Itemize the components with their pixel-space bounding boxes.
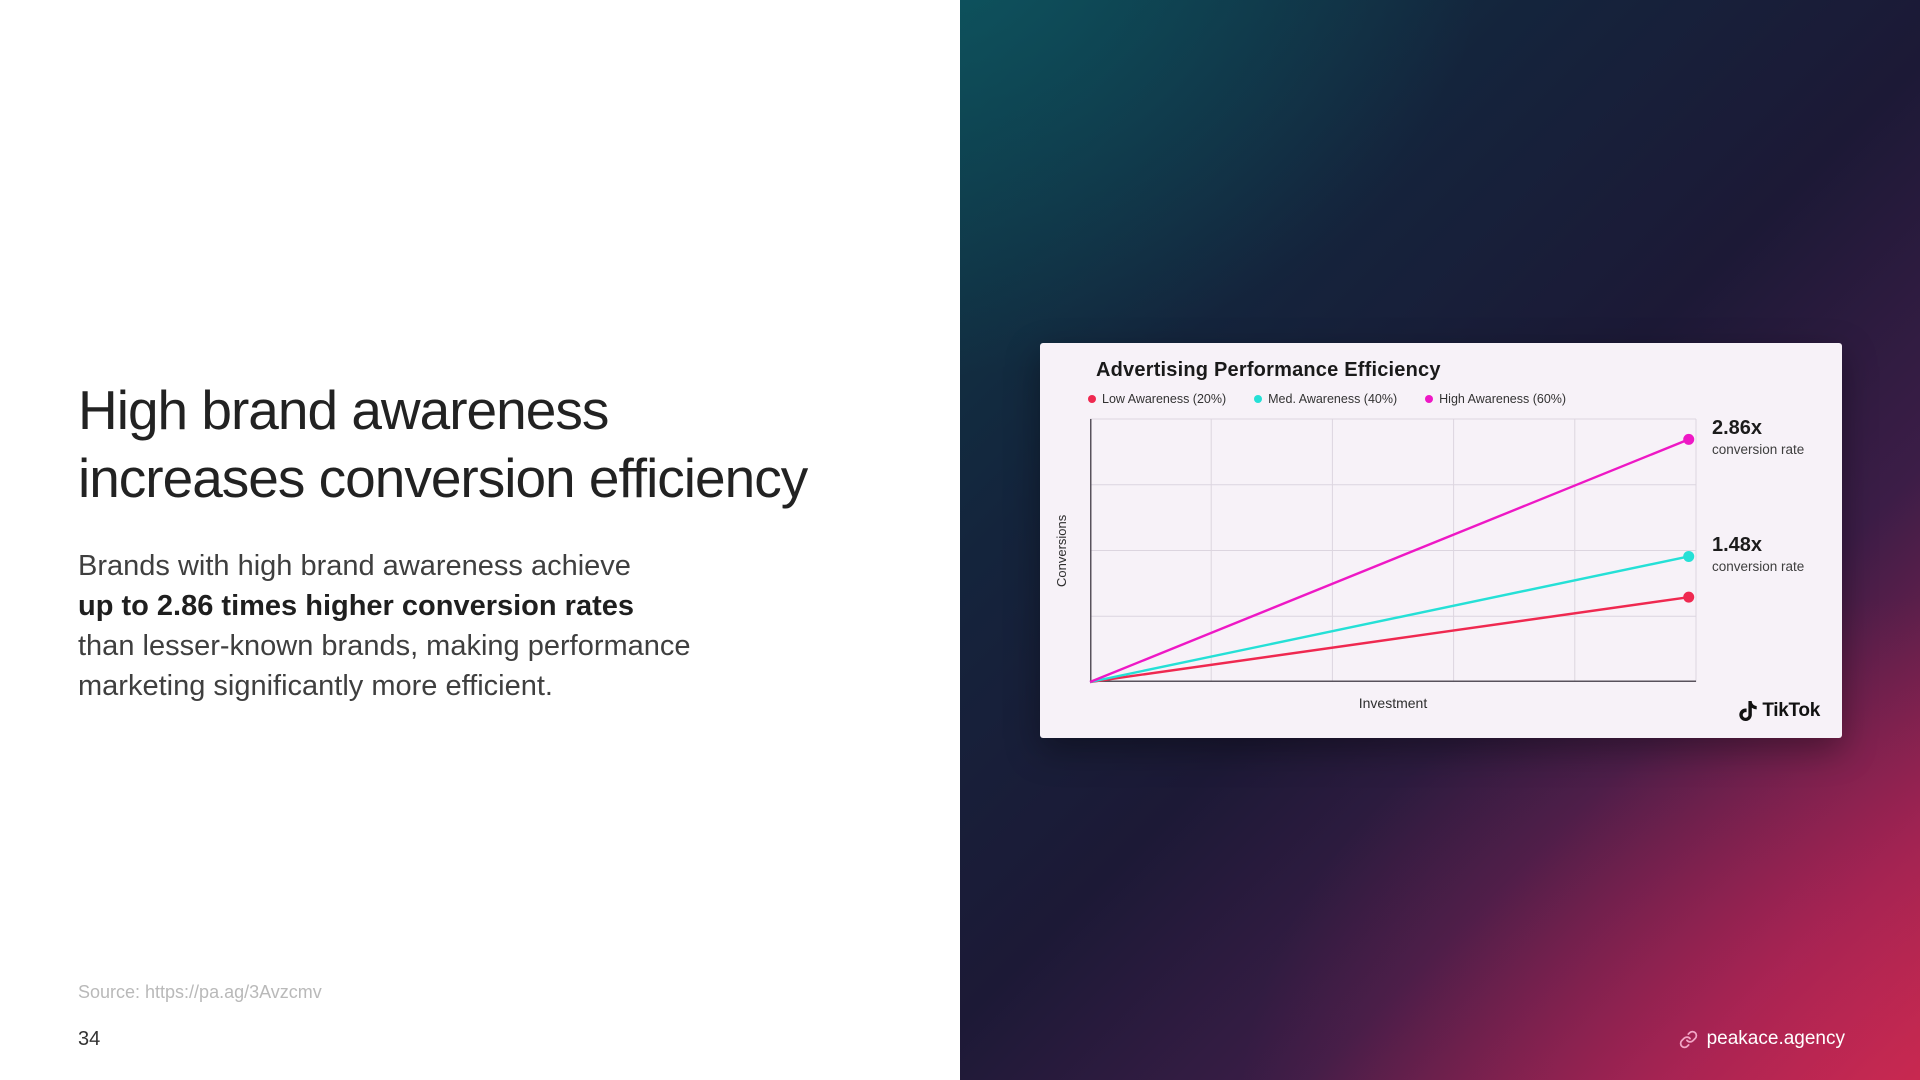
heading-line-1: High brand awareness (78, 379, 609, 441)
chart-legend: Low Awareness (20%) Med. Awareness (40%)… (1088, 392, 1566, 406)
legend-label-med-awareness: Med. Awareness (40%) (1268, 392, 1398, 406)
y-axis-label: Conversions (1054, 514, 1069, 587)
tiktok-logo: TikTok (1738, 700, 1820, 722)
chart-title: Advertising Performance Efficiency (1096, 359, 1441, 381)
annotation-med-awareness: 1.48x conversion rate (1712, 534, 1804, 575)
annotation-high-value: 2.86x (1712, 417, 1763, 440)
x-axis-label: Investment (1358, 695, 1428, 711)
legend-item-low-awareness: Low Awareness (20%) (1088, 392, 1226, 406)
legend-dot-med-awareness (1254, 395, 1263, 403)
chart-card: Advertising Performance Efficiency Low A… (1040, 343, 1842, 738)
tiktok-wordmark: TikTok (1762, 700, 1820, 721)
link-icon (1679, 1030, 1697, 1048)
legend-dot-low-awareness (1088, 395, 1096, 403)
annotation-med-label: conversion rate (1712, 559, 1805, 575)
body-line-1: Brands with high brand awareness achieve (78, 550, 631, 582)
annotation-high-awareness: 2.86x conversion rate (1712, 417, 1804, 458)
body-line-3: than lesser-known brands, making perform… (78, 630, 691, 662)
body-line-4: marketing significantly more efficient. (78, 670, 553, 702)
footer-link-text: peakace.agency (1706, 1028, 1845, 1049)
page-number: 34 (78, 1028, 101, 1050)
legend-label-low-awareness: Low Awareness (20%) (1102, 392, 1227, 406)
annotation-med-value: 1.48x (1712, 534, 1763, 557)
source-citation: Source: https://pa.ag/3Avzcmv (78, 982, 322, 1002)
legend-label-high-awareness: High Awareness (60%) (1439, 392, 1567, 406)
legend-dot-high-awareness (1425, 395, 1434, 403)
legend-item-high-awareness: High Awareness (60%) (1425, 392, 1566, 406)
right-panel: Advertising Performance Efficiency Low A… (960, 0, 1920, 1080)
tiktok-note-icon (1739, 701, 1757, 721)
annotation-high-label: conversion rate (1712, 442, 1805, 458)
legend-item-med-awareness: Med. Awareness (40%) (1254, 392, 1397, 406)
slide-body-text: Brands with high brand awareness achieve… (78, 546, 691, 706)
peakace-agency-link[interactable]: peakace.agency (1679, 1028, 1845, 1050)
heading-line-2: increases conversion efficiency (78, 447, 808, 509)
line-chart-plot (1089, 418, 1697, 684)
slide-heading: High brand awareness increases conversion… (78, 376, 808, 512)
left-panel: High brand awareness increases conversion… (78, 376, 809, 1050)
line-chart-svg (1089, 418, 1697, 684)
body-line-2-bold: up to 2.86 times higher conversion rates (78, 590, 634, 622)
